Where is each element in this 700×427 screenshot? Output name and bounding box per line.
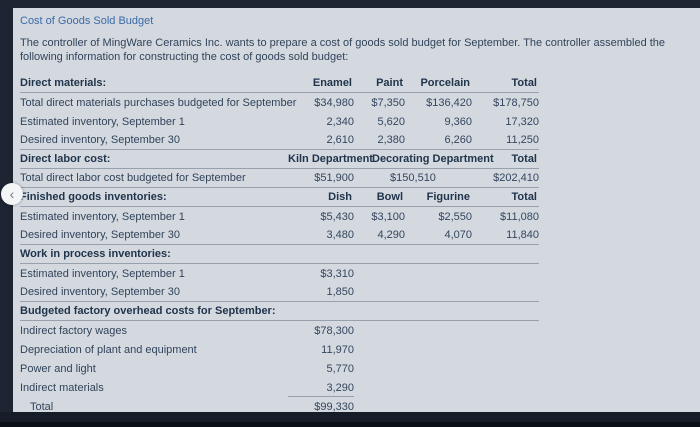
cell-value: $2,550 (438, 210, 472, 223)
cell-value: $3,310 (320, 267, 354, 280)
cell-value: 11,840 (506, 229, 539, 241)
row-label: Estimated inventory, September 1 (20, 115, 185, 128)
section-title-direct-materials: Direct materials: (20, 77, 107, 89)
cell-value: 11,970 (321, 343, 354, 356)
cell-value: 2,610 (326, 134, 354, 146)
cell-value: 9,360 (444, 115, 472, 128)
direct-labor-header-row: Direct labor cost: Kiln Department Decor… (20, 150, 539, 169)
page-title: Cost of Goods Sold Budget (20, 15, 154, 27)
row-label: Total direct materials purchases budgete… (20, 96, 297, 109)
window-bottom-chrome (0, 412, 700, 427)
col-header-paint: Paint (376, 77, 403, 89)
table-row: Power and light 5,770 (20, 359, 539, 378)
cell-value: $3,100 (371, 210, 405, 223)
previous-page-button[interactable]: ‹ (1, 183, 23, 205)
cell-value: 17,320 (505, 115, 539, 128)
window-top-chrome (0, 0, 700, 8)
row-label: Total (30, 400, 54, 413)
cell-value: $5,430 (320, 210, 354, 223)
col-header-dish: Dish (328, 191, 352, 203)
cell-value: 11,250 (506, 134, 539, 146)
cell-value: $7,350 (371, 96, 405, 109)
section-title-direct-labor: Direct labor cost: (20, 153, 111, 165)
cell-value: 4,290 (377, 229, 405, 241)
col-header-figurine: Figurine (426, 191, 470, 203)
cell-value: 3,480 (326, 229, 354, 241)
col-header-decorating-department: Decorating Department (372, 153, 494, 165)
col-header-kiln-department: Kiln Department (288, 153, 373, 165)
cell-value: $136,420 (426, 96, 472, 109)
table-row: Desired inventory, September 30 1,850 (20, 283, 539, 302)
finished-goods-header-row: Finished goods inventories: Dish Bowl Fi… (20, 188, 539, 207)
cell-value: 2,340 (326, 115, 354, 128)
table-row-total: Total $99,330 (20, 397, 539, 416)
cell-value: 3,290 (288, 379, 354, 397)
row-label: Power and light (20, 362, 96, 375)
cell-value: $99,330 (314, 400, 354, 413)
table-row: Total direct labor cost budgeted for Sep… (20, 169, 539, 188)
cell-value: 4,070 (444, 229, 472, 241)
col-header-porcelain: Porcelain (420, 77, 470, 89)
row-label: Total direct labor cost budgeted for Sep… (20, 172, 246, 184)
row-label: Depreciation of plant and equipment (20, 343, 197, 356)
table-row: Desired inventory, September 30 2,610 2,… (20, 131, 539, 150)
cell-value: 1,850 (326, 286, 354, 298)
cell-value: 5,620 (377, 115, 405, 128)
col-header-total: Total (511, 191, 537, 203)
table-row: Estimated inventory, September 1 2,340 5… (20, 112, 539, 131)
main-content: Cost of Goods Sold Budget The controller… (13, 8, 700, 413)
cell-value: 6,260 (444, 134, 472, 146)
row-label: Indirect factory wages (20, 324, 127, 337)
col-header-total: Total (511, 153, 537, 165)
table-row: Estimated inventory, September 1 $5,430 … (20, 207, 539, 226)
cell-value: 5,770 (326, 362, 354, 375)
overhead-header-row: Budgeted factory overhead costs for Sept… (20, 302, 539, 321)
cell-value: $178,750 (493, 96, 539, 109)
direct-materials-header-row: Direct materials: Enamel Paint Porcelain… (20, 74, 539, 93)
window-left-chrome (0, 0, 13, 427)
row-label: Desired inventory, September 30 (20, 134, 180, 146)
section-title-finished-goods: Finished goods inventories: (20, 191, 167, 203)
row-label: Desired inventory, September 30 (20, 286, 180, 298)
cell-value: $34,980 (314, 96, 354, 109)
table-row: Depreciation of plant and equipment 11,9… (20, 340, 539, 359)
table-row: Estimated inventory, September 1 $3,310 (20, 264, 539, 283)
table-row: Desired inventory, September 30 3,480 4,… (20, 226, 539, 245)
section-title-work-in-process: Work in process inventories: (20, 248, 171, 260)
budget-table: Direct materials: Enamel Paint Porcelain… (20, 74, 539, 416)
table-row: Total direct materials purchases budgete… (20, 93, 539, 112)
cell-value: 2,380 (377, 134, 405, 146)
cell-value: $11,080 (500, 210, 539, 223)
col-header-bowl: Bowl (376, 191, 403, 203)
problem-statement: The controller of MingWare Ceramics Inc.… (20, 37, 666, 63)
section-title-overhead: Budgeted factory overhead costs for Sept… (20, 305, 276, 317)
table-row: Indirect factory wages $78,300 (20, 321, 539, 340)
chevron-left-icon: ‹ (9, 186, 15, 202)
cell-value: $150,510 (390, 172, 436, 184)
work-in-process-header-row: Work in process inventories: (20, 245, 539, 264)
table-row: Indirect materials 3,290 (20, 378, 539, 397)
cell-value: $202,410 (493, 172, 539, 184)
row-label: Estimated inventory, September 1 (20, 267, 185, 280)
cell-value: $51,900 (314, 172, 354, 184)
row-label: Estimated inventory, September 1 (20, 210, 185, 223)
col-header-enamel: Enamel (312, 77, 352, 89)
row-label: Indirect materials (20, 381, 104, 394)
col-header-total: Total (511, 77, 537, 89)
cell-value: $78,300 (314, 324, 354, 337)
row-label: Desired inventory, September 30 (20, 229, 180, 241)
